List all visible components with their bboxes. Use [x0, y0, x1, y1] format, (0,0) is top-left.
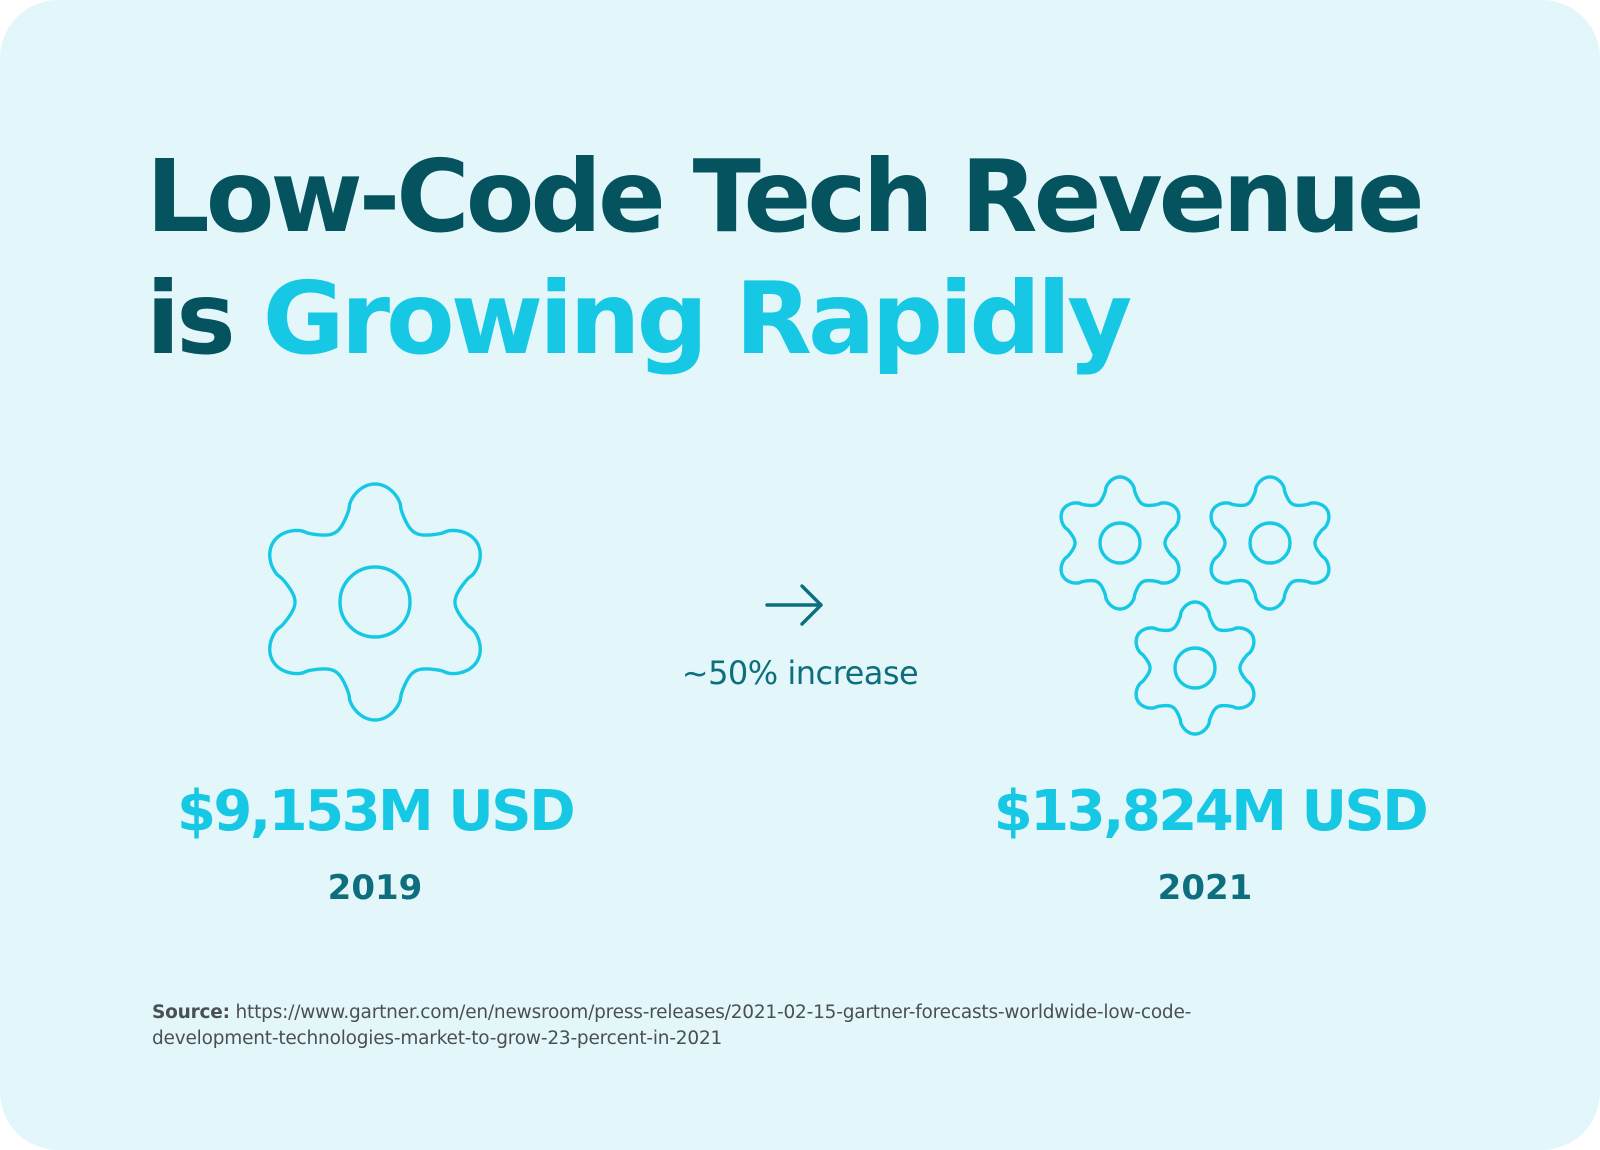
gears-icon [1059, 475, 1331, 736]
title-line-2-plain: is [146, 260, 263, 377]
increase-label: ~50% increase [681, 654, 919, 692]
arrow-right-icon [765, 584, 823, 626]
amount-2021: $13,824M USD [993, 779, 1429, 844]
gear-hole [1173, 646, 1217, 690]
gear-outline [1209, 475, 1331, 611]
source-citation: Source: https://www.gartner.com/en/newsr… [152, 1000, 1312, 1052]
gear-hole [338, 565, 412, 639]
source-label: Source: [152, 1002, 230, 1023]
year-2019: 2019 [327, 868, 423, 908]
page-title: Low-Code Tech Revenue is Growing Rapidly [146, 136, 1425, 380]
gear-outline [1059, 475, 1181, 611]
title-line-2-accent: Growing Rapidly [262, 260, 1133, 377]
gear-icon [268, 482, 482, 722]
gear-hole [1248, 521, 1292, 565]
amount-2019: $9,153M USD [176, 779, 576, 844]
title-line-1: Low-Code Tech Revenue [146, 138, 1425, 255]
gear-hole [1098, 521, 1142, 565]
gear-outline [1134, 600, 1256, 736]
source-url: https://www.gartner.com/en/newsroom/pres… [152, 1002, 1192, 1049]
gear-outline [268, 482, 482, 722]
year-2021: 2021 [1157, 868, 1253, 908]
